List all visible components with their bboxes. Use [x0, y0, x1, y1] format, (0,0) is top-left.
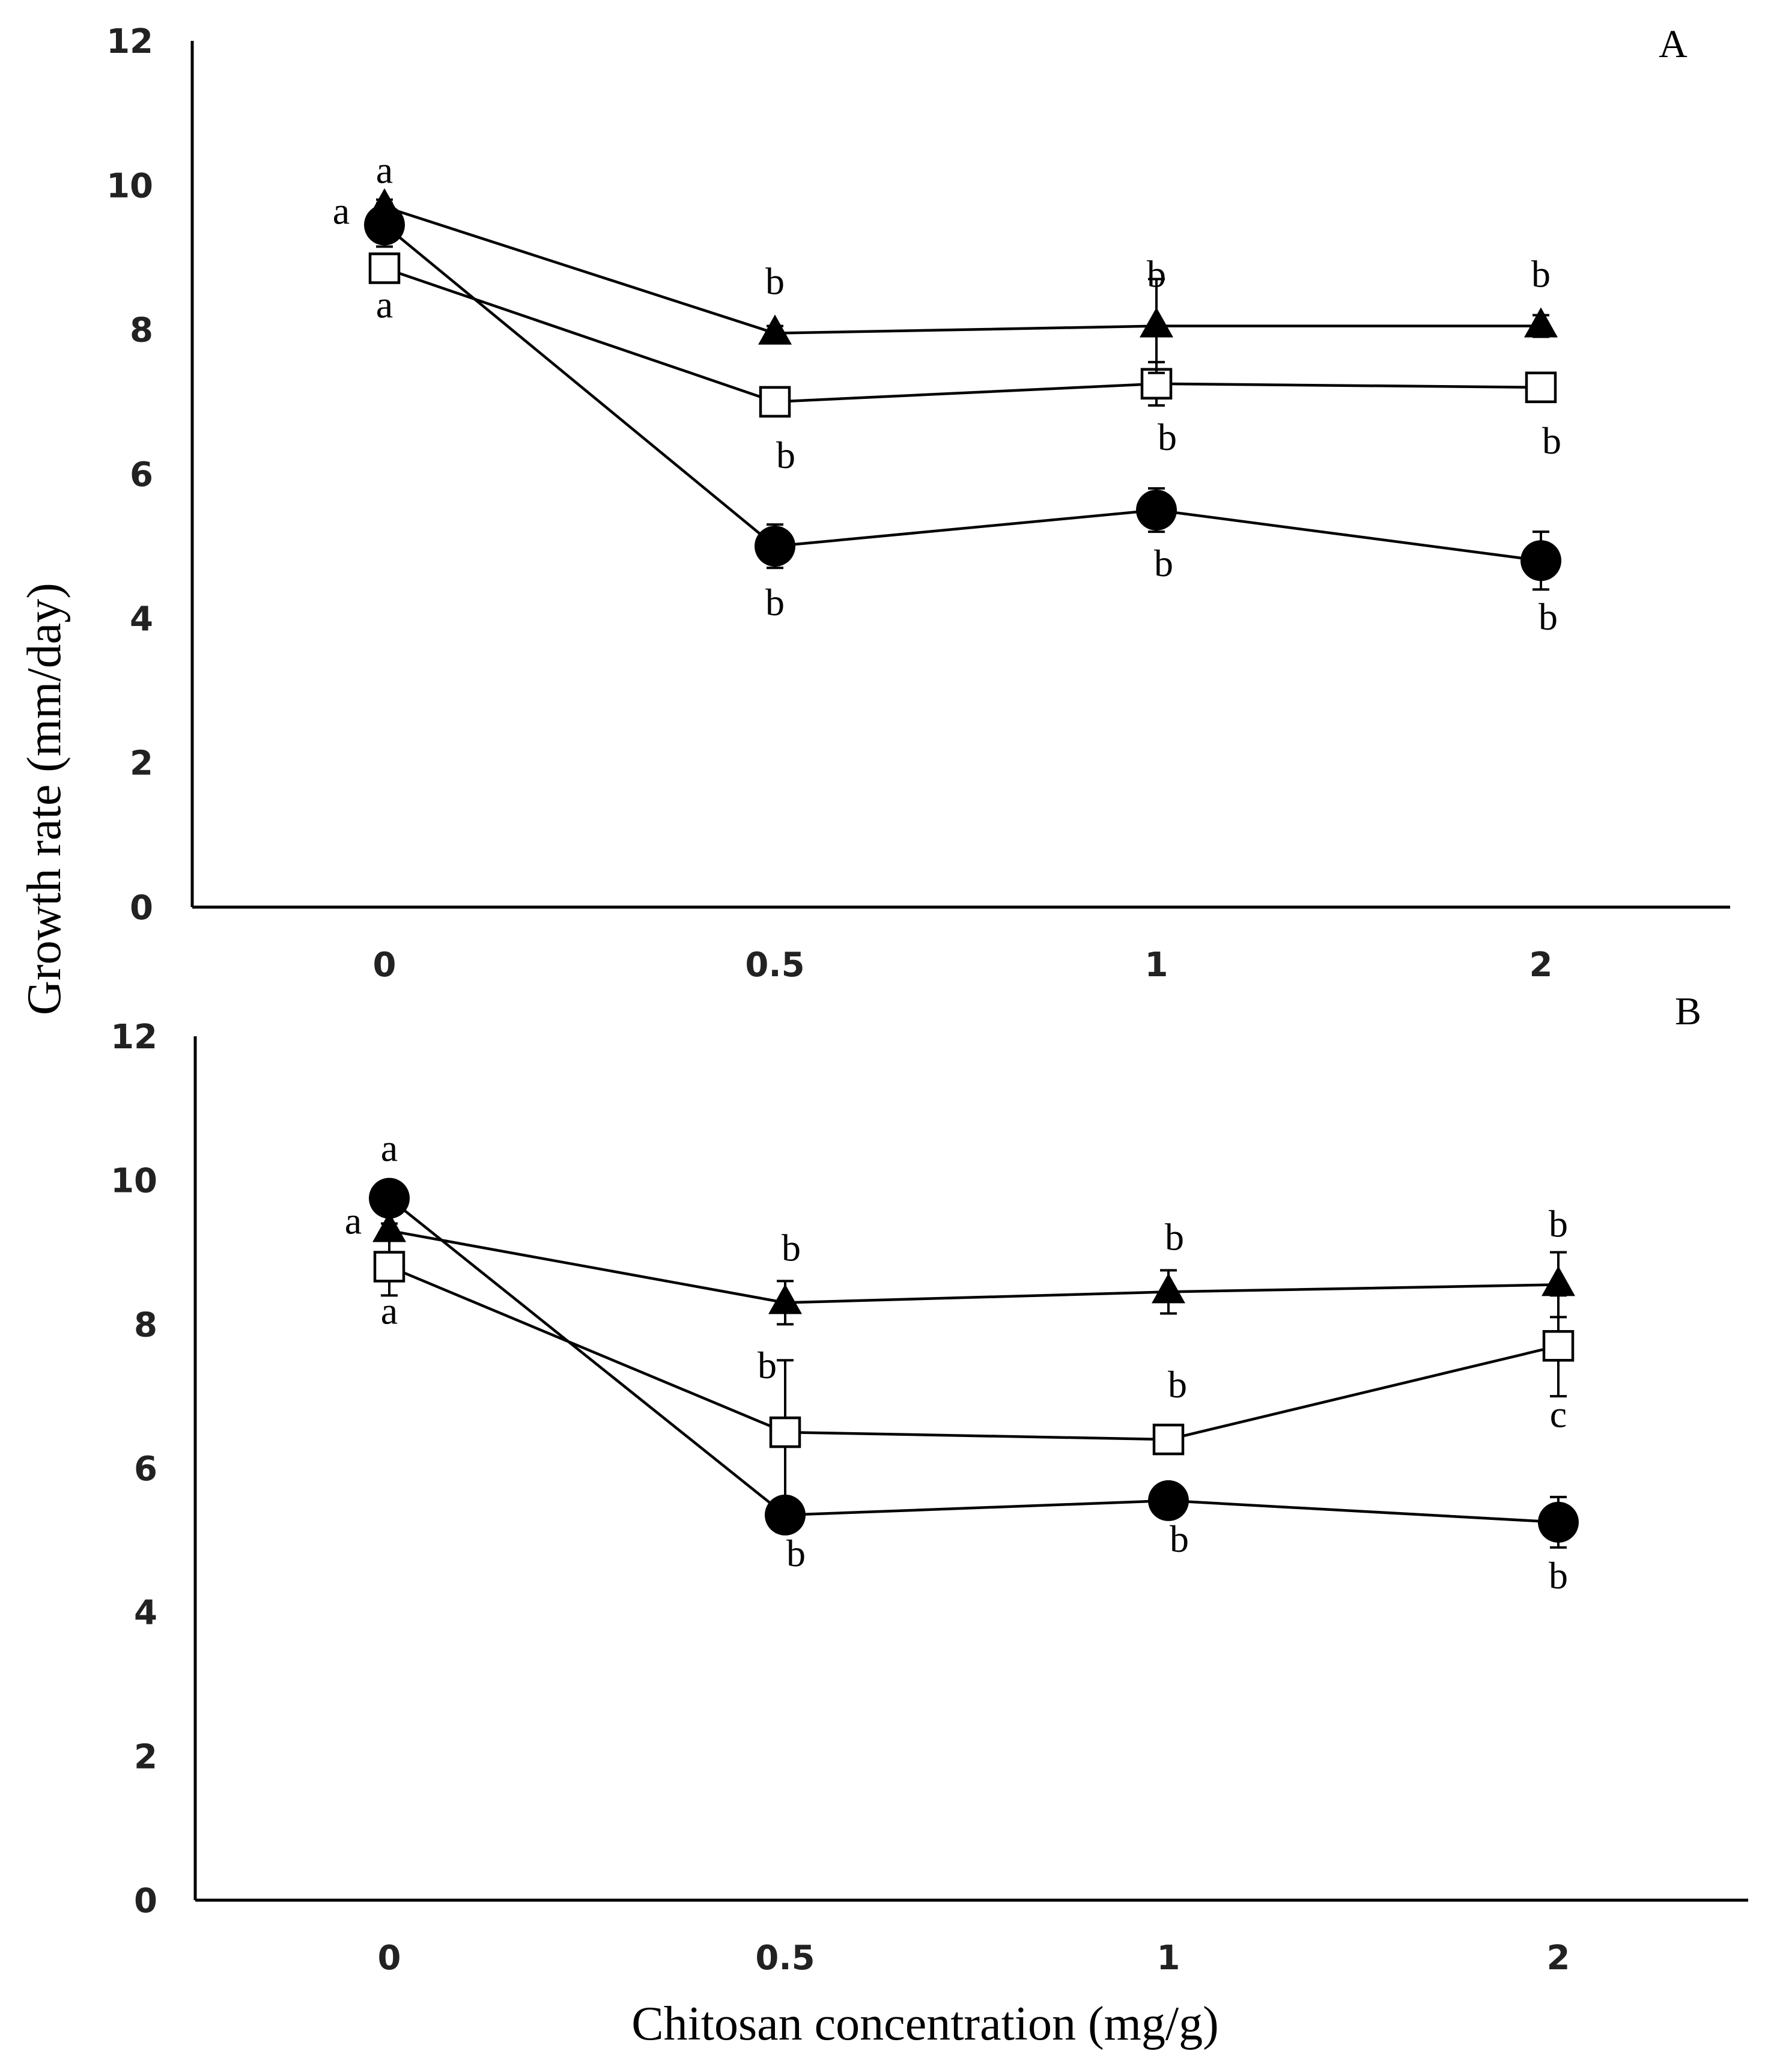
data-point-circle — [1538, 1501, 1579, 1543]
series-line — [384, 205, 1541, 335]
significance-letter: b — [1154, 542, 1173, 585]
data-point-circle — [369, 1177, 410, 1219]
series-line — [388, 1197, 1559, 1524]
x-tick-label: 0 — [378, 1939, 401, 1978]
significance-letter: a — [376, 284, 393, 326]
series-filled-circle: a b b b — [333, 189, 1561, 638]
significance-letter: b — [1158, 416, 1177, 458]
data-point-square — [1542, 1330, 1575, 1362]
significance-letter: a — [376, 148, 393, 191]
significance-letter: b — [786, 1532, 806, 1575]
significance-letter: b — [765, 260, 785, 303]
significance-letter: a — [381, 1289, 398, 1332]
data-point-triangle — [368, 188, 401, 219]
data-point-triangle — [758, 314, 792, 345]
significance-letter: a — [345, 1200, 362, 1242]
significance-letter: b — [1168, 1363, 1187, 1406]
data-point-square — [373, 1251, 406, 1283]
significance-letter: b — [1549, 1202, 1568, 1245]
data-point-triangle — [1542, 1266, 1575, 1296]
x-axis-title: Chitosan concentration (mg/g) — [631, 1998, 1219, 2050]
significance-letter: b — [758, 1344, 777, 1387]
x-tick-label: 1 — [1145, 946, 1168, 985]
y-tick-label: 6 — [134, 1450, 157, 1489]
panel-label: A — [1659, 22, 1687, 66]
x-tick-label: 0.5 — [755, 1939, 815, 1978]
panel-label: B — [1675, 989, 1701, 1033]
data-point-square — [1525, 371, 1557, 404]
y-tick-label: 4 — [134, 1594, 157, 1633]
y-tick-label: 4 — [130, 600, 153, 639]
data-point-triangle — [1152, 1273, 1185, 1304]
y-tick-label: 10 — [106, 166, 153, 205]
data-point-square — [759, 386, 791, 418]
significance-letter: b — [765, 581, 785, 624]
data-point-circle — [1520, 540, 1561, 582]
data-point-triangle — [1524, 307, 1558, 338]
series-filled-triangle: ab b b — [345, 1200, 1575, 1326]
y-tick-label: 10 — [111, 1162, 157, 1201]
data-point-circle — [755, 526, 795, 567]
data-point-circle — [765, 1494, 806, 1536]
series-line — [389, 1265, 1559, 1441]
y-tick-label: 2 — [134, 1737, 157, 1776]
data-point-square — [368, 252, 401, 284]
y-tick-label: 6 — [130, 455, 153, 494]
series-line — [384, 267, 1542, 404]
significance-letter: b — [1539, 595, 1558, 638]
y-tick-label: 0 — [130, 889, 153, 928]
significance-letter: b — [1549, 1554, 1568, 1597]
y-tick-label: 8 — [134, 1305, 157, 1344]
significance-letter: b — [1165, 1215, 1184, 1258]
data-point-square — [769, 1416, 801, 1448]
y-tick-label: 8 — [130, 311, 153, 350]
series-line — [383, 223, 1542, 562]
x-tick-label: 1 — [1157, 1939, 1180, 1978]
series-filled-circle: a b b b — [369, 1127, 1579, 1597]
y-tick-label: 2 — [130, 744, 153, 783]
y-tick-label: 12 — [111, 1018, 157, 1057]
data-point-circle — [1148, 1480, 1189, 1521]
y-tick-label: 0 — [134, 1882, 157, 1921]
series-line — [389, 1229, 1559, 1304]
data-point-circle — [1136, 490, 1177, 531]
x-tick-label: 2 — [1530, 946, 1553, 985]
significance-letter: a — [333, 189, 350, 232]
data-point-square — [1152, 1423, 1185, 1456]
series-open-square: a b b c — [373, 1236, 1575, 1505]
significance-letter: c — [1550, 1393, 1567, 1435]
y-tick-label: 12 — [106, 22, 153, 61]
data-point-triangle — [1140, 307, 1173, 338]
significance-letter: b — [782, 1226, 801, 1269]
significance-letter: b — [1531, 253, 1551, 296]
y-axis-title: Growth rate (mm/day) — [18, 583, 71, 1015]
series-open-square: a b b b — [368, 252, 1561, 476]
significance-letter: b — [1542, 419, 1561, 462]
significance-letter: a — [381, 1127, 398, 1170]
significance-letter: b — [1147, 253, 1166, 296]
x-tick-label: 2 — [1547, 1939, 1570, 1978]
data-point-triangle — [768, 1284, 802, 1314]
data-point-triangle — [372, 1212, 406, 1242]
x-tick-label: 0.5 — [745, 946, 804, 985]
x-tick-label: 0 — [373, 946, 396, 985]
significance-letter: b — [1170, 1518, 1189, 1560]
series-filled-triangle: a b b b — [368, 148, 1558, 374]
significance-letter: b — [776, 434, 795, 476]
